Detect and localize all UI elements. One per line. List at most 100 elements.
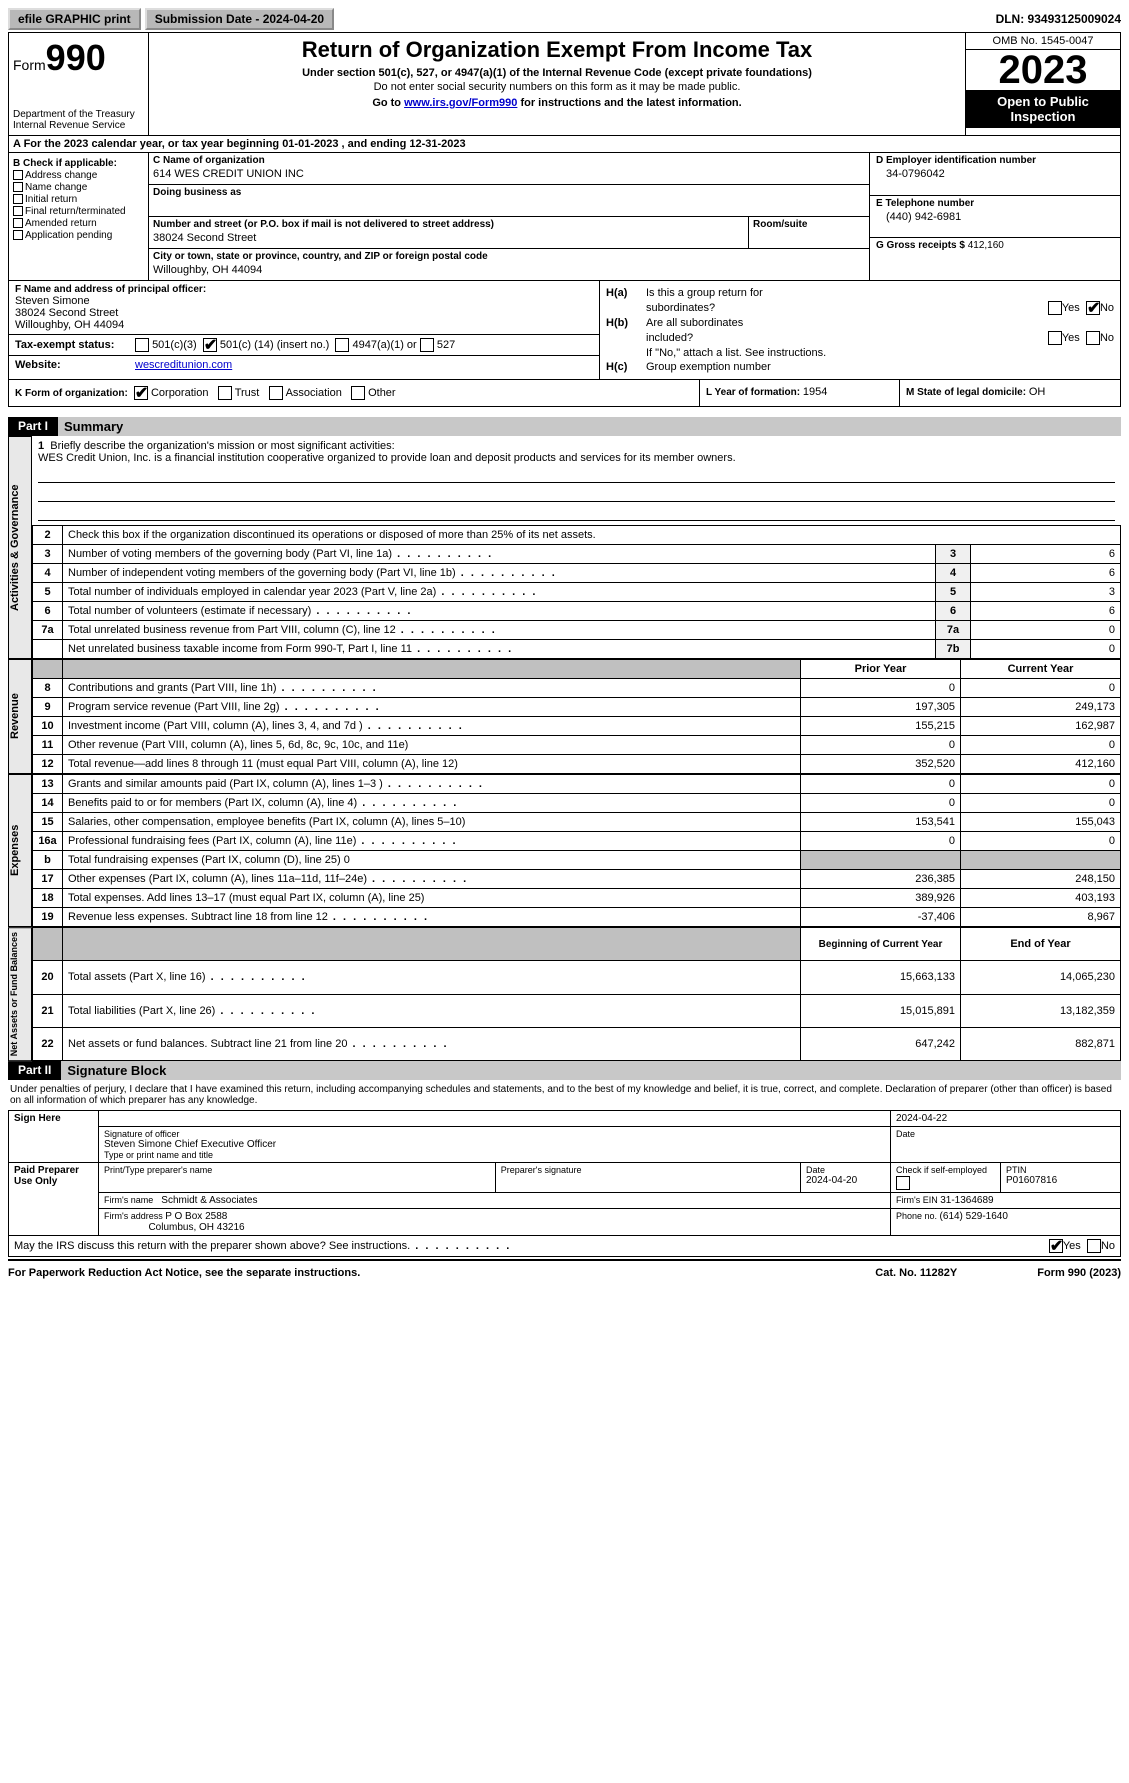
prior-16a: 0	[801, 832, 961, 851]
curr-20: 14,065,230	[961, 961, 1121, 994]
hb-no[interactable]	[1086, 331, 1100, 345]
chk-self-employed[interactable]	[896, 1176, 910, 1190]
b-label: B Check if applicable:	[13, 158, 144, 169]
dba-label: Doing business as	[153, 187, 865, 198]
officer-addr1: 38024 Second Street	[15, 307, 118, 319]
subtitle-2: Do not enter social security numbers on …	[153, 81, 961, 93]
curr-12: 412,160	[961, 755, 1121, 774]
curr-16a: 0	[961, 832, 1121, 851]
summary-table-netassets: Beginning of Current YearEnd of Year 20T…	[32, 927, 1121, 1061]
room-label: Room/suite	[753, 219, 865, 230]
irs-label: Internal Revenue Service	[13, 120, 144, 131]
hc-label: H(c)	[606, 361, 646, 373]
subtitle-3: Go to www.irs.gov/Form990 for instructio…	[153, 97, 961, 109]
prior-19: -37,406	[801, 908, 961, 927]
perjury-declaration: Under penalties of perjury, I declare th…	[8, 1080, 1121, 1110]
prior-15: 153,541	[801, 813, 961, 832]
chk-amended[interactable]	[13, 218, 23, 228]
pra-notice: For Paperwork Reduction Act Notice, see …	[8, 1267, 360, 1279]
chk-name-change[interactable]	[13, 182, 23, 192]
chk-pending[interactable]	[13, 230, 23, 240]
discuss-yes[interactable]	[1049, 1239, 1063, 1253]
chk-assoc[interactable]	[269, 386, 283, 400]
form-number: 990	[46, 37, 106, 78]
subtitle-1: Under section 501(c), 527, or 4947(a)(1)…	[153, 67, 961, 79]
tab-expenses: Expenses	[8, 774, 32, 927]
chk-other[interactable]	[351, 386, 365, 400]
section-klm: K Form of organization: Corporation Trus…	[8, 380, 1121, 407]
summary-table-expenses: 13Grants and similar amounts paid (Part …	[32, 774, 1121, 927]
tab-net-assets: Net Assets or Fund Balances	[8, 927, 32, 1061]
org-name: 614 WES CREDIT UNION INC	[153, 166, 865, 182]
chk-address-change[interactable]	[13, 170, 23, 180]
tel-label: E Telephone number	[876, 198, 1114, 209]
c-name-label: C Name of organization	[153, 155, 865, 166]
chk-corp[interactable]	[134, 386, 148, 400]
summary-table-governance: 2Check this box if the organization disc…	[32, 525, 1121, 659]
street-address: 38024 Second Street	[153, 230, 744, 246]
curr-14: 0	[961, 794, 1121, 813]
tab-activities-governance: Activities & Governance	[8, 436, 32, 659]
tab-revenue: Revenue	[8, 659, 32, 774]
prior-11: 0	[801, 736, 961, 755]
curr-11: 0	[961, 736, 1121, 755]
prior-22: 647,242	[801, 1027, 961, 1060]
curr-19: 8,967	[961, 908, 1121, 927]
form-label: Form	[13, 57, 46, 73]
signature-table: Sign Here 2024-04-22 Signature of office…	[8, 1110, 1121, 1236]
chk-initial-return[interactable]	[13, 194, 23, 204]
irs-link[interactable]: www.irs.gov/Form990	[404, 97, 517, 109]
val-7b: 0	[971, 640, 1121, 659]
ha-no[interactable]	[1086, 301, 1100, 315]
prior-10: 155,215	[801, 717, 961, 736]
page-footer: For Paperwork Reduction Act Notice, see …	[8, 1263, 1121, 1279]
section-fgh: F Name and address of principal officer:…	[8, 281, 1121, 380]
val-6: 6	[971, 602, 1121, 621]
chk-527[interactable]	[420, 338, 434, 352]
chk-4947[interactable]	[335, 338, 349, 352]
row-a-tax-year: A For the 2023 calendar year, or tax yea…	[8, 136, 1121, 153]
officer-name: Steven Simone	[15, 295, 90, 307]
tax-year: 2023	[966, 50, 1120, 90]
discuss-no[interactable]	[1087, 1239, 1101, 1253]
year-formation: 1954	[803, 386, 827, 398]
curr-18: 403,193	[961, 889, 1121, 908]
firm-phone: (614) 529-1640	[940, 1211, 1008, 1222]
submission-date: Submission Date - 2024-04-20	[145, 8, 334, 30]
prior-14: 0	[801, 794, 961, 813]
efile-print-button[interactable]: efile GRAPHIC print	[8, 8, 141, 30]
chk-final-return[interactable]	[13, 206, 23, 216]
addr-label: Number and street (or P.O. box if mail i…	[153, 219, 744, 230]
firm-addr2: Columbus, OH 43216	[148, 1222, 244, 1233]
part1-header: Part I Summary	[8, 417, 1121, 436]
form-title: Return of Organization Exempt From Incom…	[153, 37, 961, 63]
topbar: efile GRAPHIC print Submission Date - 20…	[8, 8, 1121, 30]
state-domicile: OH	[1029, 386, 1046, 398]
chk-501c[interactable]	[203, 338, 217, 352]
city-state-zip: Willoughby, OH 44094	[153, 262, 865, 278]
ptin: P01607816	[1006, 1175, 1057, 1186]
prior-17: 236,385	[801, 870, 961, 889]
hb-yes[interactable]	[1048, 331, 1062, 345]
prior-13: 0	[801, 775, 961, 794]
city-label: City or town, state or province, country…	[153, 251, 865, 262]
chk-501c3[interactable]	[135, 338, 149, 352]
prior-20: 15,663,133	[801, 961, 961, 994]
firm-addr1: P O Box 2588	[165, 1211, 227, 1222]
curr-13: 0	[961, 775, 1121, 794]
website-link[interactable]: wescreditunion.com	[135, 359, 232, 371]
summary-table-revenue: Prior YearCurrent Year 8Contributions an…	[32, 659, 1121, 774]
val-5: 3	[971, 583, 1121, 602]
prior-12: 352,520	[801, 755, 961, 774]
curr-8: 0	[961, 679, 1121, 698]
j-label: Website:	[15, 359, 135, 371]
val-4: 6	[971, 564, 1121, 583]
ein-value: 34-0796042	[876, 166, 1114, 182]
f-label: F Name and address of principal officer:	[15, 284, 206, 295]
prior-8: 0	[801, 679, 961, 698]
curr-21: 13,182,359	[961, 994, 1121, 1027]
ha-label: H(a)	[606, 287, 646, 299]
ha-yes[interactable]	[1048, 301, 1062, 315]
chk-trust[interactable]	[218, 386, 232, 400]
discuss-question: May the IRS discuss this return with the…	[14, 1240, 511, 1252]
